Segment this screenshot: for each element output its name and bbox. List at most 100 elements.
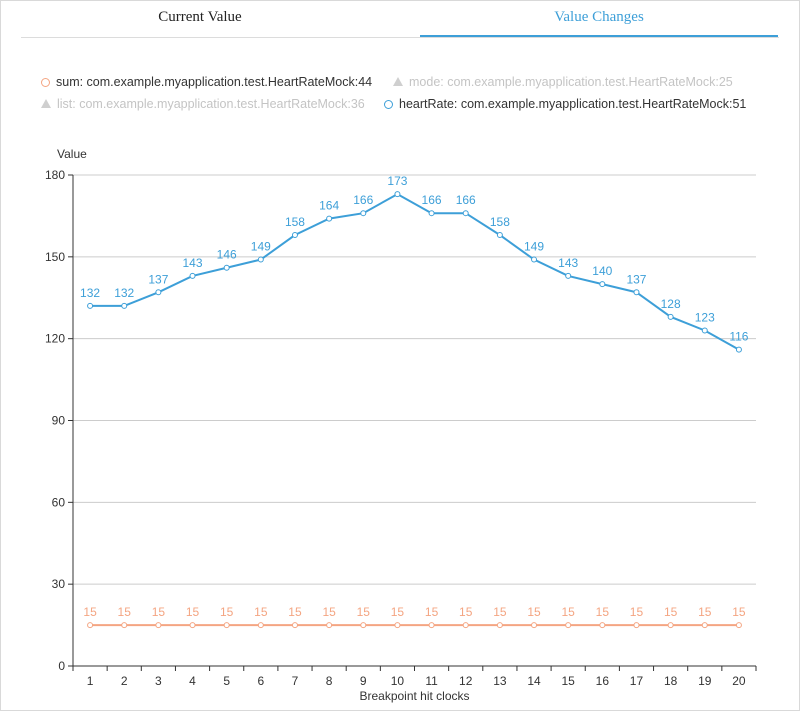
data-label: 15	[493, 605, 507, 619]
y-tick-label: 30	[52, 577, 66, 591]
data-point	[702, 623, 707, 628]
x-tick-label: 17	[630, 674, 644, 688]
data-label: 15	[698, 605, 712, 619]
data-label: 143	[183, 256, 203, 270]
x-tick-label: 13	[493, 674, 507, 688]
data-point	[736, 347, 741, 352]
data-label: 137	[626, 272, 646, 286]
data-point	[292, 233, 297, 238]
x-axis-title: Breakpoint hit clocks	[359, 689, 469, 703]
x-tick-label: 11	[425, 674, 438, 688]
data-point	[258, 623, 263, 628]
data-point	[258, 257, 263, 262]
data-label: 164	[319, 199, 339, 213]
data-point	[497, 233, 502, 238]
data-label: 140	[592, 264, 612, 278]
y-tick-label: 90	[52, 414, 66, 428]
data-point	[600, 282, 605, 287]
y-tick-label: 120	[45, 332, 65, 346]
data-point	[327, 216, 332, 221]
data-label: 15	[322, 605, 336, 619]
data-label: 15	[664, 605, 678, 619]
data-label: 15	[357, 605, 371, 619]
y-axis-title: Value	[57, 147, 87, 161]
data-point	[395, 623, 400, 628]
data-label: 15	[630, 605, 644, 619]
y-tick-label: 150	[45, 250, 65, 264]
data-label: 132	[114, 286, 134, 300]
x-tick-label: 7	[292, 674, 299, 688]
data-point	[702, 328, 707, 333]
data-label: 15	[459, 605, 473, 619]
data-label: 128	[661, 297, 681, 311]
data-label: 15	[83, 605, 97, 619]
data-label: 123	[695, 310, 715, 324]
data-point	[395, 192, 400, 197]
data-point	[122, 623, 127, 628]
x-tick-label: 18	[664, 674, 678, 688]
data-point	[292, 623, 297, 628]
data-label: 149	[251, 240, 271, 254]
x-tick-label: 15	[561, 674, 575, 688]
data-point	[156, 290, 161, 295]
data-label: 15	[254, 605, 268, 619]
data-point	[497, 623, 502, 628]
x-tick-label: 20	[732, 674, 746, 688]
x-tick-label: 8	[326, 674, 333, 688]
y-tick-label: 0	[58, 659, 65, 673]
data-label: 15	[186, 605, 200, 619]
data-label: 132	[80, 286, 100, 300]
data-label: 15	[527, 605, 541, 619]
data-label: 137	[148, 272, 168, 286]
x-tick-label: 19	[698, 674, 712, 688]
data-label: 15	[220, 605, 234, 619]
data-point	[88, 623, 93, 628]
data-point	[122, 303, 127, 308]
data-label: 116	[729, 330, 748, 344]
data-label: 149	[524, 240, 544, 254]
data-label: 166	[456, 193, 476, 207]
line-chart: 03060901201501801 2 3 4 5 6 7 8 9 10 11 12 13 14 15 16 1…	[1, 1, 800, 712]
data-point	[88, 303, 93, 308]
y-tick-label: 180	[45, 168, 65, 182]
data-point	[463, 623, 468, 628]
data-label: 158	[285, 215, 305, 229]
data-point	[668, 314, 673, 319]
data-point	[736, 623, 741, 628]
x-tick-label: 1	[87, 674, 94, 688]
x-tick-label: 3	[155, 674, 162, 688]
data-point	[532, 623, 537, 628]
x-tick-label: 14	[527, 674, 541, 688]
data-point	[224, 623, 229, 628]
data-point	[600, 623, 605, 628]
x-tick-label: 2	[121, 674, 128, 688]
data-point	[190, 273, 195, 278]
data-point	[566, 273, 571, 278]
data-point	[429, 623, 434, 628]
data-label: 15	[561, 605, 575, 619]
x-tick-label: 5	[223, 674, 230, 688]
x-tick-label: 4	[189, 674, 196, 688]
data-point	[190, 623, 195, 628]
data-label: 146	[217, 248, 237, 262]
data-label: 173	[387, 174, 407, 188]
data-point	[634, 623, 639, 628]
data-label: 15	[152, 605, 166, 619]
data-point	[634, 290, 639, 295]
data-point	[327, 623, 332, 628]
x-tick-label: 16	[596, 674, 610, 688]
x-tick-label: 6	[257, 674, 264, 688]
x-tick-label: 10	[391, 674, 405, 688]
data-label: 15	[425, 605, 439, 619]
data-label: 15	[732, 605, 746, 619]
data-point	[429, 211, 434, 216]
data-point	[532, 257, 537, 262]
data-label: 15	[118, 605, 132, 619]
data-point	[463, 211, 468, 216]
data-label: 15	[288, 605, 302, 619]
data-label: 15	[391, 605, 405, 619]
data-label: 158	[490, 215, 510, 229]
data-point	[224, 265, 229, 270]
y-tick-label: 60	[52, 495, 66, 509]
window-frame: Current Value Value Changes sum: com.exa…	[0, 0, 800, 711]
